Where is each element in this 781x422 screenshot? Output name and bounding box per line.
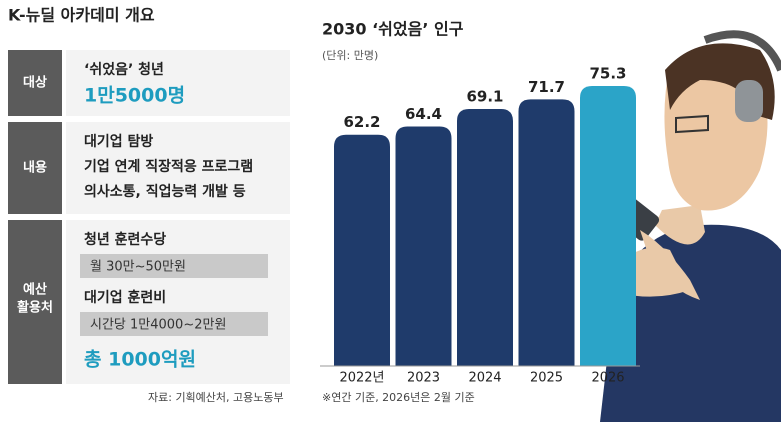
item-detail: 시간당 1만4000~2만원 — [90, 318, 226, 333]
value-label: 75.3 — [589, 65, 626, 83]
detail-box — [80, 254, 268, 278]
item-name: 대기업 훈련비 — [84, 289, 166, 306]
row-cell — [66, 50, 290, 116]
row-highlight: 총 1000억원 — [84, 349, 196, 371]
row-label: 활용처 — [17, 300, 53, 316]
x-tick-label: 2023 — [407, 371, 440, 386]
row-label: 내용 — [23, 160, 47, 176]
x-tick-label: 2025 — [530, 371, 563, 386]
row-label: 예산 — [23, 282, 47, 298]
row-label-cell — [8, 122, 62, 214]
bar — [334, 134, 390, 366]
item-name: 청년 훈련수당 — [84, 231, 166, 248]
detail-box — [80, 312, 268, 336]
row-cell — [66, 220, 290, 384]
value-label: 69.1 — [466, 88, 503, 106]
row-cell — [66, 122, 290, 214]
chart-note: ※연간 기준, 2026년은 2월 기준 — [322, 391, 475, 404]
x-tick-label: 2026 — [591, 371, 624, 386]
row-line: 의사소통, 직업능력 개발 등 — [84, 183, 246, 200]
chart-title: 2030 ‘쉬었음’ 인구 — [322, 20, 464, 39]
row-line: 기업 연계 직장적응 프로그램 — [84, 158, 253, 175]
row-label-cell — [8, 220, 62, 384]
row-line: ‘쉬었음’ 청년 — [84, 62, 164, 78]
source: 자료: 기획예산처, 고용노동부 — [148, 391, 284, 404]
bar — [457, 109, 513, 367]
bar — [580, 86, 636, 366]
item-detail: 월 30만~50만원 — [90, 260, 186, 275]
value-label: 71.7 — [528, 78, 565, 96]
row-label-cell — [8, 50, 62, 116]
row-highlight: 1만5000명 — [84, 85, 185, 107]
bar — [518, 99, 575, 367]
value-label: 62.2 — [343, 113, 380, 131]
x-tick-label: 2022년 — [339, 371, 384, 386]
bar — [395, 126, 452, 366]
table-title: K-뉴딜 아카데미 개요 — [8, 6, 155, 25]
value-label: 64.4 — [405, 105, 442, 123]
x-tick-label: 2024 — [468, 371, 501, 386]
row-line: 대기업 탐방 — [84, 133, 153, 150]
chart-subtitle: (단위: 만명) — [322, 49, 378, 62]
row-label: 대상 — [23, 76, 47, 91]
